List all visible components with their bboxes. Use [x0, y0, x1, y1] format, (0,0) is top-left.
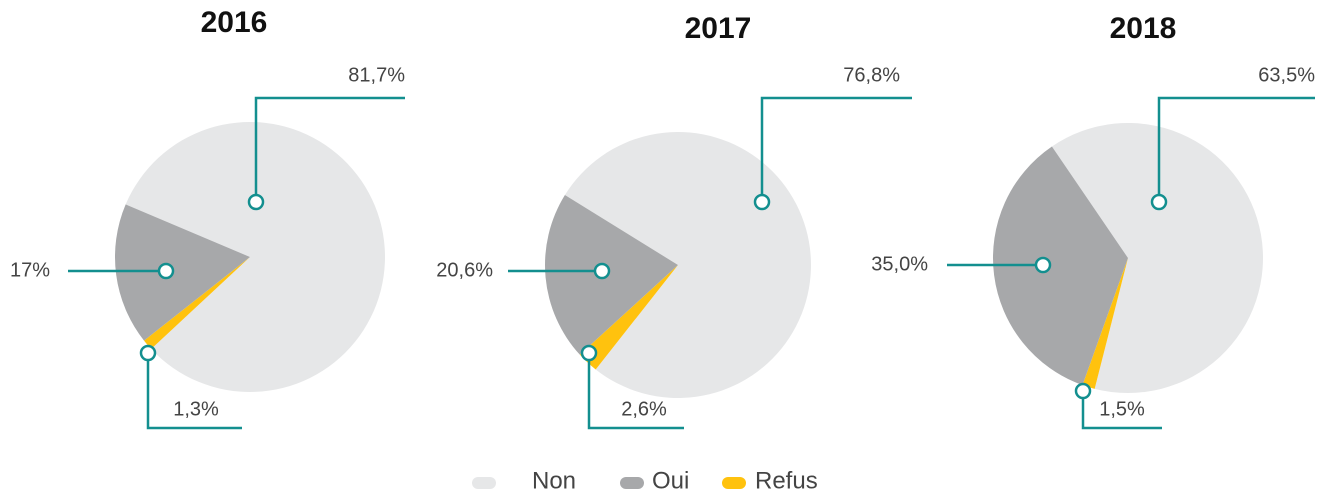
- legend-swatch: [722, 477, 746, 489]
- pie-slice: [125, 122, 386, 393]
- value-label: 35,0%: [871, 253, 928, 275]
- callout-line: [1157, 96, 1315, 202]
- legend-label: Refus: [755, 467, 818, 494]
- value-label: 2,6%: [621, 398, 667, 420]
- pie-slice: [579, 265, 678, 370]
- chart-title: 2018: [1110, 12, 1177, 45]
- pie-slice: [1082, 258, 1128, 389]
- callout-line: [254, 96, 405, 202]
- callout-dot: [1034, 256, 1052, 274]
- legend-swatch: [620, 477, 644, 489]
- value-label: 20,6%: [436, 259, 493, 281]
- callout-dot: [157, 262, 175, 280]
- callout-dot: [1074, 382, 1092, 400]
- value-label: 63,5%: [1258, 64, 1315, 86]
- pie-slice: [143, 257, 250, 349]
- pie-slice: [545, 194, 678, 355]
- callout-line: [587, 353, 684, 430]
- callout-dot: [580, 344, 598, 362]
- callout-dot: [753, 193, 771, 211]
- pie-slice: [1051, 123, 1263, 393]
- callout-dot: [139, 344, 157, 362]
- callout-dot: [593, 262, 611, 280]
- chart-title: 2016: [201, 6, 268, 39]
- value-label: 81,7%: [348, 64, 405, 86]
- callout-line: [146, 353, 242, 430]
- pie-slice: [564, 132, 811, 398]
- legend-swatch: [472, 477, 496, 489]
- value-label: 76,8%: [843, 64, 900, 86]
- callout-dot: [1150, 193, 1168, 211]
- callout-line: [1081, 391, 1162, 430]
- pie-slice: [114, 204, 250, 341]
- pie-slice: [993, 146, 1128, 386]
- value-label: 1,5%: [1099, 398, 1145, 420]
- legend-label: Oui: [652, 467, 689, 494]
- callout-line: [760, 96, 912, 202]
- legend-label: Non: [532, 467, 576, 494]
- value-label: 17%: [10, 259, 50, 281]
- callout-dot: [247, 193, 265, 211]
- value-label: 1,3%: [173, 398, 219, 420]
- chart-title: 2017: [685, 12, 752, 45]
